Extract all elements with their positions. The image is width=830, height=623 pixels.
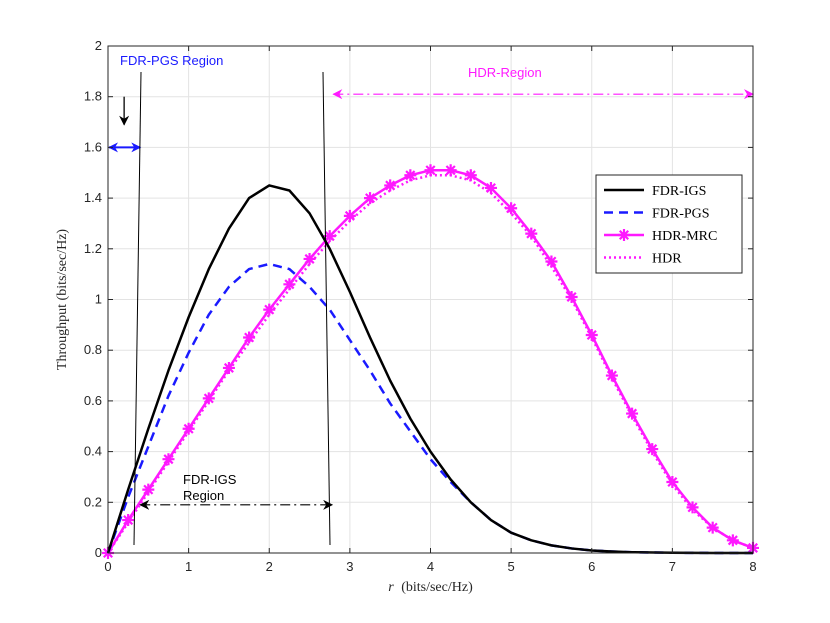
x-tick-label: 1	[185, 559, 192, 574]
legend-marker-hdr-mrc	[618, 229, 630, 241]
annotation-layer	[108, 71, 754, 546]
data-point-hdr-mrc	[484, 181, 497, 194]
data-point-hdr-mrc	[364, 192, 377, 205]
legend-label-fdr-igs: FDR-IGS	[652, 184, 706, 199]
data-point-hdr-mrc	[162, 453, 175, 466]
data-point-hdr-mrc	[222, 361, 235, 374]
x-axis-label: r (bits/sec/Hz)	[388, 580, 473, 595]
data-point-hdr-mrc	[202, 392, 215, 405]
hdr-boundary-line	[322, 71, 331, 546]
data-point-hdr-mrc	[464, 169, 477, 182]
data-point-hdr-mrc	[343, 209, 356, 222]
series-layer	[102, 164, 759, 559]
fdr-igs-region-label-line2: Region	[183, 488, 224, 503]
legend-label-hdr-mrc: HDR-MRC	[652, 229, 717, 244]
data-point-hdr-mrc	[605, 369, 618, 382]
x-tick-label: 2	[266, 559, 273, 574]
data-point-hdr-mrc	[686, 501, 699, 514]
data-point-hdr-mrc	[424, 164, 437, 177]
series-line-fdr-igs	[106, 184, 754, 555]
data-point-hdr-mrc	[142, 483, 155, 496]
data-point-hdr-mrc	[666, 476, 679, 489]
y-tick-label: 0.6	[84, 393, 102, 408]
y-tick-label: 0.2	[84, 494, 102, 509]
x-tick-label: 0	[104, 559, 111, 574]
x-tick-label: 7	[669, 559, 676, 574]
data-point-hdr-mrc	[182, 422, 195, 435]
x-tick-label: 3	[346, 559, 353, 574]
data-point-hdr-mrc	[404, 169, 417, 182]
x-axis-variable: r	[388, 580, 394, 595]
data-point-hdr-mrc	[626, 407, 639, 420]
data-point-hdr-mrc	[565, 290, 578, 303]
legend-label-hdr: HDR	[652, 252, 682, 267]
y-tick-label: 1.2	[84, 241, 102, 256]
hdr-region-label: HDR-Region	[468, 65, 542, 80]
data-point-hdr-mrc	[545, 255, 558, 268]
y-tick-label: 1.8	[84, 89, 102, 104]
data-point-hdr-mrc	[303, 252, 316, 265]
axis-ticks: 0 1 2 3 4 5 6 7 8 0 0.2 0.4 0.6 0.8 1 1.2 1.4 1.6 1.8 2	[84, 38, 757, 574]
data-point-hdr-mrc	[505, 202, 518, 215]
y-tick-label: 0.8	[84, 342, 102, 357]
data-point-hdr-mrc	[263, 303, 276, 316]
y-axis-label: Throughput (bits/sec/Hz)	[55, 229, 70, 370]
fdr-pgs-boundary-line	[133, 71, 142, 546]
data-point-hdr-mrc	[283, 278, 296, 291]
data-point-hdr-mrc	[525, 227, 538, 240]
x-tick-label: 5	[508, 559, 515, 574]
data-point-hdr-mrc	[585, 328, 598, 341]
fdr-pgs-region-label: FDR-PGS Region	[120, 53, 223, 68]
y-tick-label: 2	[95, 38, 102, 53]
y-tick-label: 1	[95, 292, 102, 307]
x-tick-label: 4	[427, 559, 434, 574]
x-axis-units: (bits/sec/Hz)	[401, 580, 473, 595]
data-point-hdr-mrc	[323, 230, 336, 243]
fdr-igs-region-label-line1: FDR-IGS	[183, 472, 237, 487]
data-point-hdr-mrc	[243, 331, 256, 344]
data-point-hdr-mrc	[706, 521, 719, 534]
data-point-hdr-mrc	[384, 179, 397, 192]
legend-label-fdr-pgs: FDR-PGS	[652, 207, 710, 222]
x-tick-label: 6	[588, 559, 595, 574]
data-point-hdr-mrc	[726, 534, 739, 547]
data-point-hdr-mrc	[444, 164, 457, 177]
legend: FDR-IGS FDR-PGS HDR-MRC HDR	[595, 174, 743, 274]
data-point-hdr-mrc	[122, 514, 135, 527]
data-point-hdr-mrc	[646, 443, 659, 456]
y-tick-label: 0.4	[84, 444, 102, 459]
y-tick-label: 1.6	[84, 139, 102, 154]
x-tick-label: 8	[749, 559, 756, 574]
y-tick-label: 0	[95, 545, 102, 560]
y-tick-label: 1.4	[84, 190, 102, 205]
